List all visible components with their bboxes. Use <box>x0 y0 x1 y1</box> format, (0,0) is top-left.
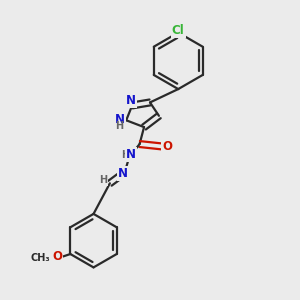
Text: N: N <box>126 94 136 106</box>
Text: H: H <box>116 121 124 131</box>
Text: O: O <box>52 250 62 263</box>
Text: N: N <box>118 167 128 180</box>
Text: Cl: Cl <box>172 24 184 37</box>
Text: N: N <box>115 113 125 126</box>
Text: H: H <box>99 175 107 185</box>
Text: CH₃: CH₃ <box>31 253 50 262</box>
Text: O: O <box>162 140 172 153</box>
Text: H: H <box>121 150 129 160</box>
Text: N: N <box>126 148 136 161</box>
